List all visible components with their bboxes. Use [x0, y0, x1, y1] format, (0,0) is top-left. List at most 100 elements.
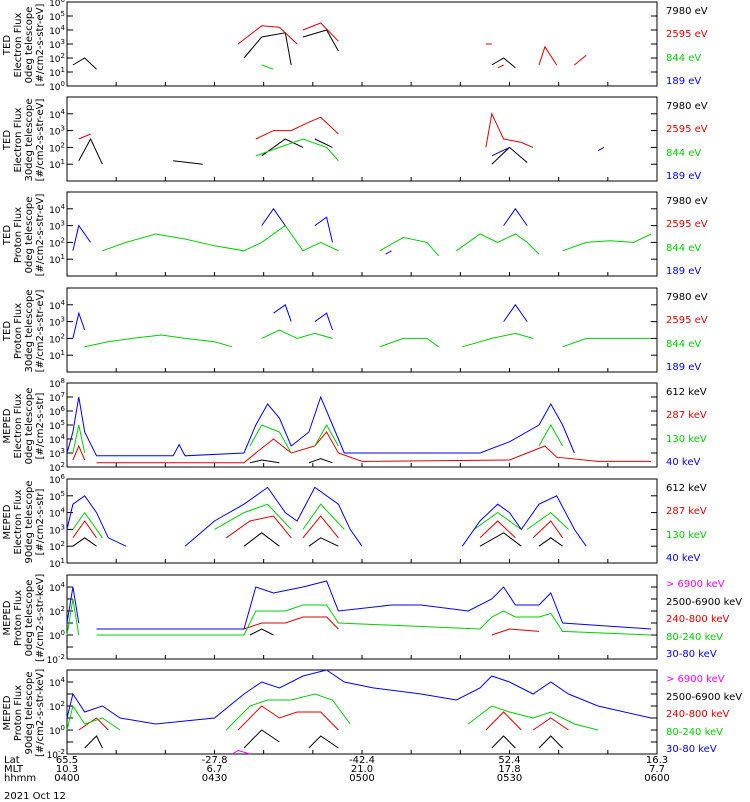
y-tick-label: 107 — [49, 391, 65, 404]
series-line-green — [538, 423, 564, 447]
series-line-blue — [314, 312, 333, 331]
series-line-red — [485, 711, 522, 731]
footer-column: -42.4 21.0 0500 — [332, 756, 392, 784]
y-tick-label: 104 — [49, 108, 65, 121]
footer-hhmm-value: 0400 — [54, 773, 80, 784]
series-line-green — [526, 511, 569, 530]
footer-lat-value: 65.5 — [55, 755, 79, 766]
footer-lat-value: -27.8 — [201, 755, 228, 766]
footer-column: 65.5 10.3 0400 — [37, 755, 97, 784]
series-line-red — [72, 520, 97, 539]
footer-hhmm-value: 0600 — [644, 773, 670, 784]
y-tick-label: 104 — [49, 299, 65, 312]
legend-entry: 240-800 keV — [666, 614, 730, 625]
y-tick-label: 100 — [49, 80, 65, 93]
series-line-blue — [273, 304, 292, 322]
series-line-blue — [72, 311, 86, 339]
plot-frame — [66, 574, 658, 660]
series-line-red — [479, 520, 516, 539]
y-tick-label: 103 — [49, 523, 65, 536]
series-line-red — [243, 616, 339, 630]
legend-entry: 240-800 keV — [666, 709, 730, 720]
series-line-green — [379, 236, 440, 257]
series-line-black — [249, 459, 280, 464]
legend-entry: 189 eV — [666, 171, 702, 182]
y-tick-label: 10-2 — [47, 653, 65, 666]
y-tick-label: 101 — [49, 557, 65, 570]
series-line-blue — [66, 395, 575, 457]
panel-6: MEPED Electron Flux 90deg telescope [#/cm2-… — [0, 473, 750, 571]
panel-1: TED Electron Flux 0deg telescope [#/cm2-s-s… — [0, 0, 750, 94]
series-line-green — [456, 233, 540, 255]
series-line-black — [302, 29, 339, 52]
y-tick-label: 102 — [49, 700, 65, 713]
panel-2-plot: 101 102 103 104 — [49, 96, 658, 182]
series-line-black — [538, 735, 563, 749]
plot-frame — [66, 1, 658, 87]
series-line-blue — [184, 486, 363, 547]
series-line-blue — [597, 146, 605, 152]
y-tick-label: 106 — [49, 405, 65, 418]
y-tick-label: 106 — [49, 0, 65, 9]
legend-entry: 844 eV — [666, 147, 702, 159]
legend-entry: 844 eV — [666, 52, 702, 64]
series-line-green — [84, 334, 233, 348]
legend-entry: 7980 eV — [666, 101, 708, 112]
y-tick-label: 103 — [49, 125, 65, 138]
legend-entry: 80-240 keV — [666, 631, 724, 643]
series-line-green — [261, 64, 274, 70]
series-line-green — [562, 337, 652, 348]
series-line-black — [491, 146, 528, 165]
series-line-red — [532, 520, 564, 539]
y-tick-label: 104 — [49, 507, 65, 520]
y-tick-label: 103 — [49, 220, 65, 233]
legend-entry: 30-80 keV — [666, 744, 717, 755]
footer-hhmm-value: 0530 — [496, 773, 523, 784]
series-line-black — [243, 32, 292, 66]
series-line-red — [226, 515, 292, 539]
legend-entry: 7980 eV — [666, 196, 708, 207]
footer-mlt-value: 7.7 — [649, 764, 665, 775]
series-line-red — [72, 444, 86, 461]
y-tick-label: 103 — [49, 38, 65, 51]
y-tick-label: 101 — [49, 253, 65, 266]
legend-entry: 612 keV — [666, 387, 707, 398]
series-line-green — [302, 503, 345, 530]
y-tick-label: 102 — [49, 540, 65, 553]
series-line-black — [72, 57, 97, 70]
y-tick-label: 101 — [49, 349, 65, 362]
legend-entry: 30-80 keV — [666, 649, 717, 660]
series-line-green — [66, 704, 121, 731]
y-tick-label: 102 — [49, 605, 65, 618]
plot-frame — [66, 478, 658, 564]
footer-column: 16.3 7.7 0600 — [627, 756, 687, 784]
y-tick-label: 103 — [49, 316, 65, 329]
series-line-black — [308, 537, 339, 547]
series-line-red — [491, 628, 540, 636]
y-tick-label: 103 — [49, 447, 65, 460]
footer-label-hhmm: hhmm — [4, 773, 37, 784]
legend-entry: 130 keV — [666, 433, 707, 445]
footer-label-mlt: MLT — [4, 764, 23, 775]
series-line-green — [255, 138, 339, 162]
panel-2: TED Electron Flux 30deg telescope [#/cm2-s-… — [0, 95, 750, 189]
legend-entry: 2595 eV — [666, 124, 708, 136]
y-tick-label: 101 — [49, 66, 65, 79]
footer-date: 2021 Oct 12 — [4, 791, 66, 802]
series-line-green — [261, 329, 333, 339]
series-line-blue — [66, 669, 652, 725]
legend-entry: 2595 eV — [666, 29, 708, 41]
legend-entry: 40 keV — [666, 553, 701, 564]
y-tick-label: 102 — [49, 141, 65, 154]
panel-5: MEPED Electron Flux 0deg telescope [#/cm2-s… — [0, 377, 750, 475]
series-line-red — [538, 45, 558, 66]
panel-3-plot: 101 102 103 104 — [49, 191, 658, 277]
series-line-black — [491, 57, 516, 69]
y-tick-label: 102 — [49, 332, 65, 345]
panel-7: MEPED Proton Flux 0deg telescope [#/cm2-s-s… — [0, 573, 750, 667]
legend-entry: 287 keV — [666, 410, 707, 422]
panel-4-plot: 101 102 103 104 — [49, 287, 658, 373]
series-line-red — [78, 133, 91, 140]
